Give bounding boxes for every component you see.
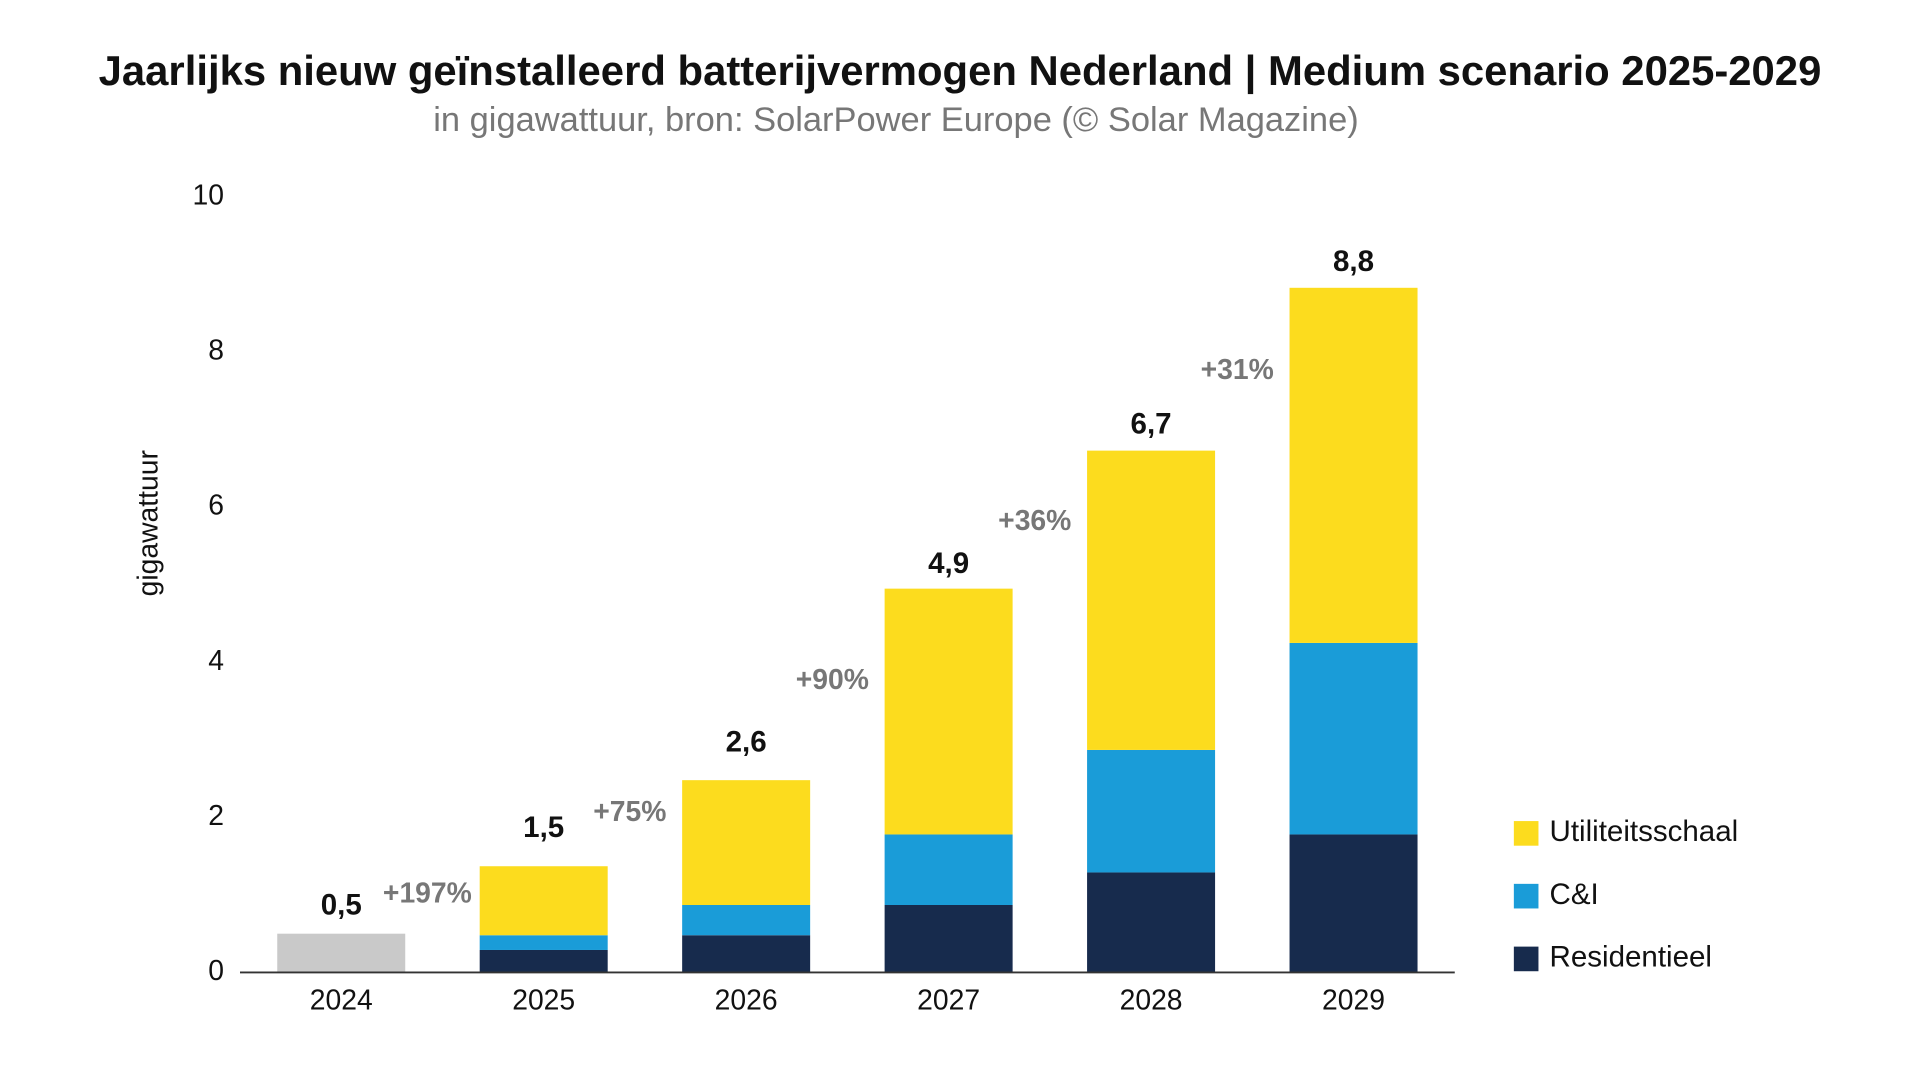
legend-label: C&I (1550, 878, 1599, 911)
bar-segment (682, 780, 811, 906)
y-tick-label: 6 (208, 489, 224, 521)
bar-segment (1289, 834, 1418, 973)
total-label: 4,9 (928, 547, 969, 580)
total-label: 8,8 (1333, 245, 1374, 278)
bar-segment (1087, 450, 1216, 750)
y-tick-label: 10 (193, 179, 224, 211)
bar-segment (682, 905, 811, 936)
bar-segment (1289, 287, 1418, 643)
legend-swatch (1513, 883, 1539, 909)
legend-label: Utiliteitsschaal (1550, 815, 1739, 848)
x-tick-label: 2027 (917, 983, 980, 1015)
y-axis-label: gigawattuur (132, 450, 164, 596)
bar-segment (682, 935, 811, 973)
total-label: 1,5 (523, 811, 564, 844)
legend-swatch (1513, 821, 1539, 846)
chart-subtitle: in gigawattuur, bron: SolarPower Europe … (433, 101, 1358, 139)
bar-segment (277, 933, 406, 973)
bar-segment (479, 935, 608, 950)
y-tick-label: 4 (208, 644, 224, 676)
growth-label: +90% (796, 663, 869, 695)
bar-segment (479, 866, 608, 936)
x-tick-label: 2025 (512, 983, 575, 1015)
bar-segment (1289, 642, 1418, 835)
y-tick-label: 8 (208, 334, 224, 366)
growth-label: +31% (1201, 353, 1274, 385)
legend-swatch (1513, 946, 1539, 972)
y-tick-label: 0 (208, 954, 224, 986)
bar-segment (884, 588, 1013, 835)
y-tick-label: 2 (208, 799, 224, 831)
bar-segment (479, 949, 608, 973)
x-tick-label: 2029 (1322, 983, 1385, 1015)
bar-segment (884, 905, 1013, 973)
chart-title: Jaarlijks nieuw geïnstalleerd batterijve… (99, 47, 1822, 95)
x-tick-label: 2028 (1120, 983, 1183, 1015)
total-label: 2,6 (726, 726, 767, 759)
x-tick-label: 2026 (715, 983, 778, 1015)
bar-segment (1087, 872, 1216, 973)
bar-segment (1087, 749, 1216, 873)
total-label: 6,7 (1131, 408, 1172, 441)
bar-segment (884, 834, 1013, 906)
growth-label: +36% (998, 504, 1071, 536)
growth-label: +75% (593, 795, 666, 827)
total-label: 0,5 (321, 888, 362, 921)
x-tick-label: 2024 (310, 983, 373, 1015)
legend-label: Residentieel (1550, 941, 1712, 974)
growth-label: +197% (383, 876, 472, 908)
